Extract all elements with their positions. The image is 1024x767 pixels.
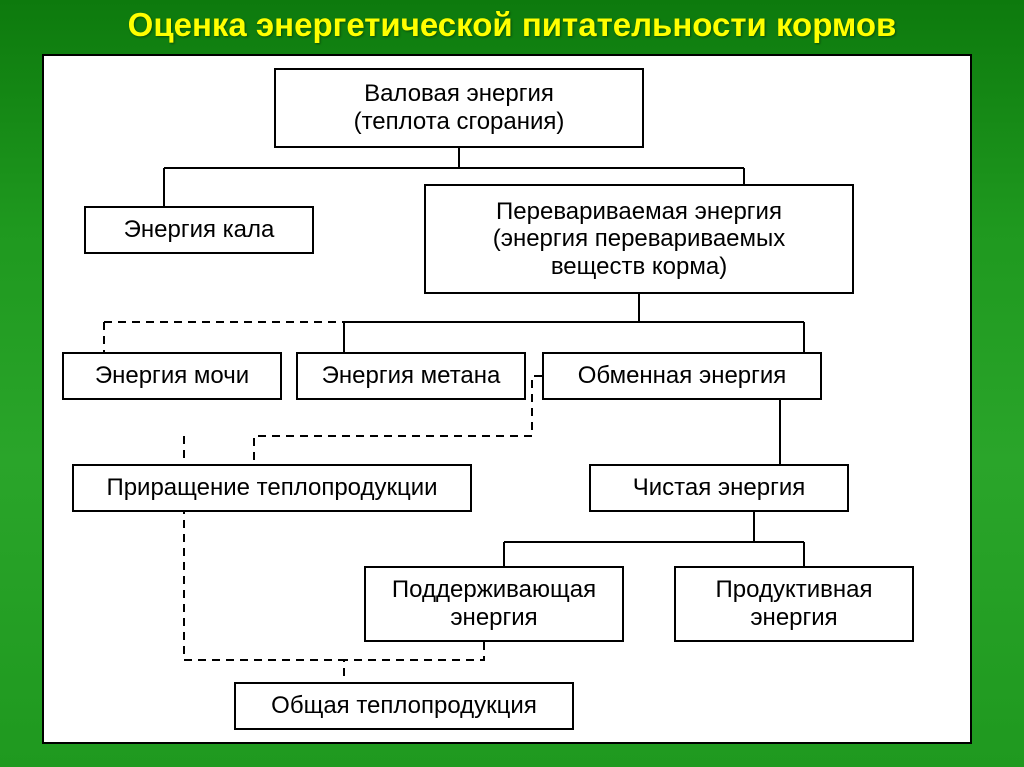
node-label: Валовая энергия(теплота сгорания): [354, 80, 565, 135]
node-total-heat: Общая теплопродукция: [234, 682, 574, 730]
node-urine-energy: Энергия мочи: [62, 352, 282, 400]
node-productive-energy: Продуктивнаяэнергия: [674, 566, 914, 642]
diagram-frame: Валовая энергия(теплота сгорания) Энерги…: [42, 54, 972, 744]
node-label: Перевариваемая энергия(энергия переварив…: [493, 198, 786, 281]
node-label: Обменная энергия: [578, 362, 787, 390]
node-maintenance-energy: Поддерживающаяэнергия: [364, 566, 624, 642]
node-gross-energy: Валовая энергия(теплота сгорания): [274, 68, 644, 148]
node-label: Поддерживающаяэнергия: [392, 576, 596, 631]
node-methane-energy: Энергия метана: [296, 352, 526, 400]
node-net-energy: Чистая энергия: [589, 464, 849, 512]
node-label: Чистая энергия: [633, 474, 806, 502]
node-label: Приращение теплопродукции: [106, 474, 437, 502]
node-label: Энергия метана: [322, 362, 501, 390]
node-label: Общая теплопродукция: [271, 692, 537, 720]
slide-title: Оценка энергетической питательности корм…: [0, 0, 1024, 50]
node-feces-energy: Энергия кала: [84, 206, 314, 254]
node-label: Продуктивнаяэнергия: [716, 576, 873, 631]
node-label: Энергия кала: [124, 216, 275, 244]
node-metabolic-energy: Обменная энергия: [542, 352, 822, 400]
node-digestible-energy: Перевариваемая энергия(энергия переварив…: [424, 184, 854, 294]
node-label: Энергия мочи: [95, 362, 249, 390]
node-heat-increment: Приращение теплопродукции: [72, 464, 472, 512]
